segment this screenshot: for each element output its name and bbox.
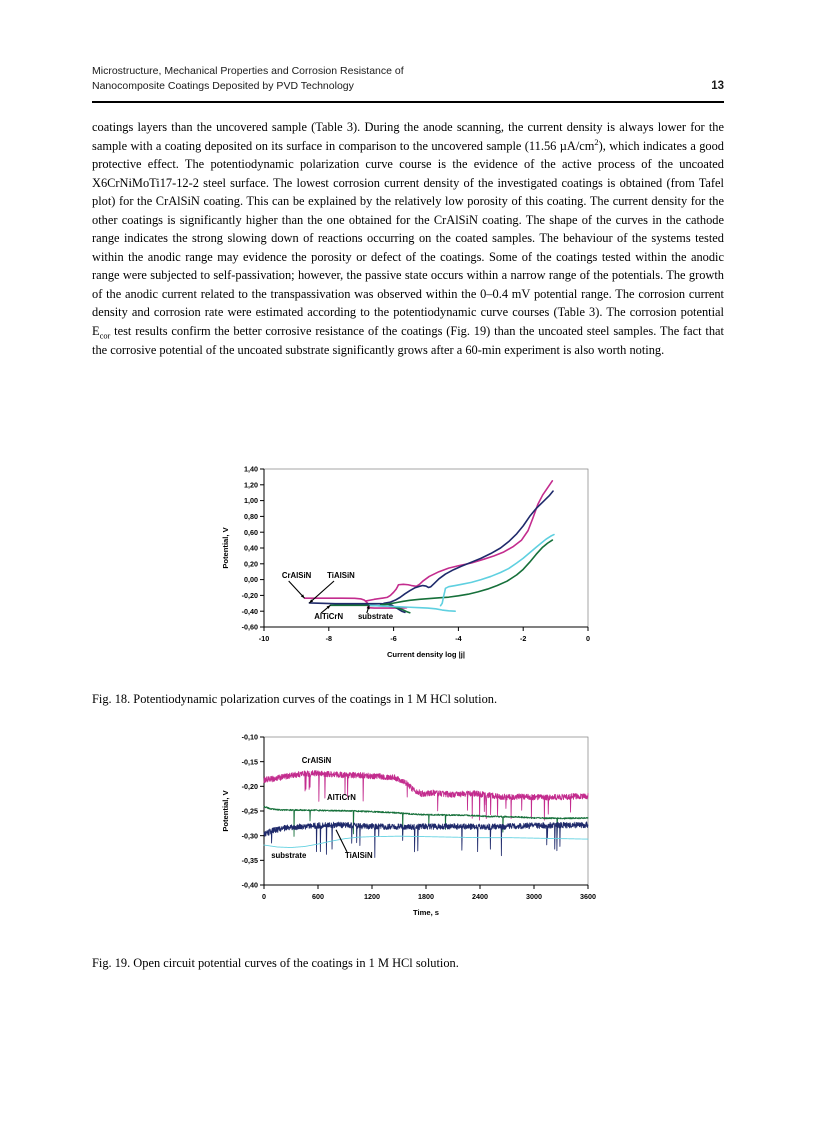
svg-text:-0,30: -0,30 xyxy=(242,831,258,840)
header-rule xyxy=(92,101,724,103)
svg-text:CrAlSiN: CrAlSiN xyxy=(302,756,332,765)
body-paragraph: coatings layers than the uncovered sampl… xyxy=(92,118,724,359)
running-head-line-2: Nanocomposite Coatings Deposited by PVD … xyxy=(92,79,724,94)
figure-18-chart: -0,60 -0,40 -0,20 0,00 0,20 0,40 0,60 0,80 1,00 1… xyxy=(216,459,606,674)
svg-text:-0,25: -0,25 xyxy=(242,807,258,816)
svg-text:3600: 3600 xyxy=(580,892,596,901)
svg-text:0: 0 xyxy=(586,634,590,643)
svg-text:-0,15: -0,15 xyxy=(242,757,258,766)
page-number: 13 xyxy=(711,79,724,92)
svg-text:2400: 2400 xyxy=(472,892,488,901)
svg-text:TiAlSiN: TiAlSiN xyxy=(345,851,373,860)
svg-text:1800: 1800 xyxy=(418,892,434,901)
svg-text:Time, s: Time, s xyxy=(413,908,439,917)
svg-text:0,00: 0,00 xyxy=(244,575,258,584)
svg-text:-2: -2 xyxy=(520,634,526,643)
svg-text:1,40: 1,40 xyxy=(244,465,258,474)
svg-text:0,40: 0,40 xyxy=(244,544,258,553)
running-head-line-1: Microstructure, Mechanical Properties an… xyxy=(92,64,724,79)
svg-text:TiAlSiN: TiAlSiN xyxy=(327,571,355,580)
svg-text:-0,35: -0,35 xyxy=(242,856,258,865)
figure-19-svg: -0,40 -0,35 -0,30 -0,25 -0,20 -0,15 -0,10 0 600 1… xyxy=(221,733,596,917)
figure-18-svg: -0,60 -0,40 -0,20 0,00 0,20 0,40 0,60 0,80 1,00 1… xyxy=(221,465,590,659)
svg-text:AlTiCrN: AlTiCrN xyxy=(314,612,343,621)
svg-text:Potential, V: Potential, V xyxy=(221,526,230,568)
svg-text:-0,40: -0,40 xyxy=(242,607,258,616)
svg-text:Potential, V: Potential, V xyxy=(221,789,230,831)
svg-text:-4: -4 xyxy=(455,634,461,643)
svg-text:-8: -8 xyxy=(326,634,332,643)
running-head: Microstructure, Mechanical Properties an… xyxy=(92,64,724,93)
svg-text:0: 0 xyxy=(262,892,266,901)
svg-text:3000: 3000 xyxy=(526,892,542,901)
svg-text:CrAlSiN: CrAlSiN xyxy=(282,571,312,580)
figure-18-caption: Fig. 18. Potentiodynamic polarization cu… xyxy=(92,692,498,706)
svg-text:-10: -10 xyxy=(259,634,269,643)
svg-text:-0,20: -0,20 xyxy=(242,782,258,791)
svg-text:substrate: substrate xyxy=(358,612,394,621)
running-head-text-2: Nanocomposite Coatings Deposited by PVD … xyxy=(92,79,354,92)
svg-text:-0,40: -0,40 xyxy=(242,881,258,890)
paragraph-text: coatings layers than the uncovered sampl… xyxy=(92,120,725,357)
svg-text:-0,60: -0,60 xyxy=(242,623,258,632)
svg-text:1,20: 1,20 xyxy=(244,480,258,489)
svg-text:-0,20: -0,20 xyxy=(242,591,258,600)
svg-text:-6: -6 xyxy=(390,634,396,643)
svg-text:AlTiCrN: AlTiCrN xyxy=(327,793,356,802)
svg-text:600: 600 xyxy=(312,892,324,901)
svg-text:0,60: 0,60 xyxy=(244,528,258,537)
svg-text:-0,10: -0,10 xyxy=(242,733,258,742)
svg-text:substrate: substrate xyxy=(271,851,307,860)
svg-text:Current density log |j|: Current density log |j| xyxy=(387,650,465,659)
svg-text:1,00: 1,00 xyxy=(244,496,258,505)
figure-19-chart: -0,40 -0,35 -0,30 -0,25 -0,20 -0,15 -0,10 0 600 1… xyxy=(216,727,606,932)
svg-text:0,20: 0,20 xyxy=(244,559,258,568)
svg-text:1200: 1200 xyxy=(364,892,380,901)
figure-19-caption: Fig. 19. Open circuit potential curves o… xyxy=(92,956,459,970)
svg-text:0,80: 0,80 xyxy=(244,512,258,521)
running-head-text-1: Microstructure, Mechanical Properties an… xyxy=(92,65,404,77)
